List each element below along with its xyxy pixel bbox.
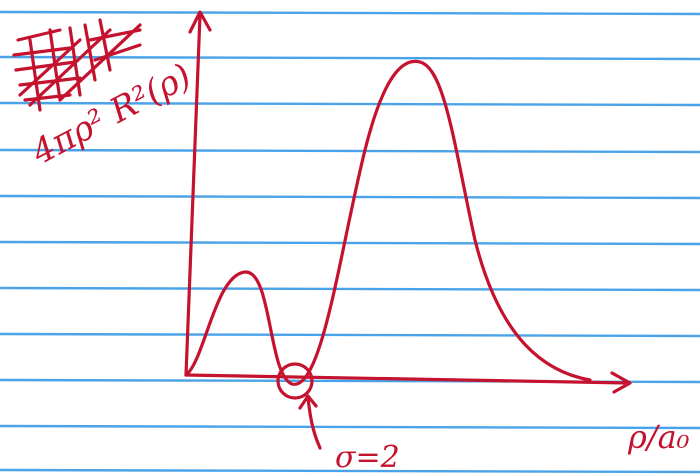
x-axis-label: ρ/a₀ xyxy=(627,418,690,456)
sketch: 4πρ² R²(ρ) σ=2 ρ/a₀ xyxy=(0,0,700,474)
paper-lines xyxy=(0,12,700,472)
y-axis-label: 4πρ² R²(ρ) xyxy=(25,56,198,174)
annotation-arrow xyxy=(300,396,320,448)
y-axis xyxy=(186,12,210,375)
annotation-label: σ=2 xyxy=(335,440,400,474)
x-axis xyxy=(186,373,630,392)
